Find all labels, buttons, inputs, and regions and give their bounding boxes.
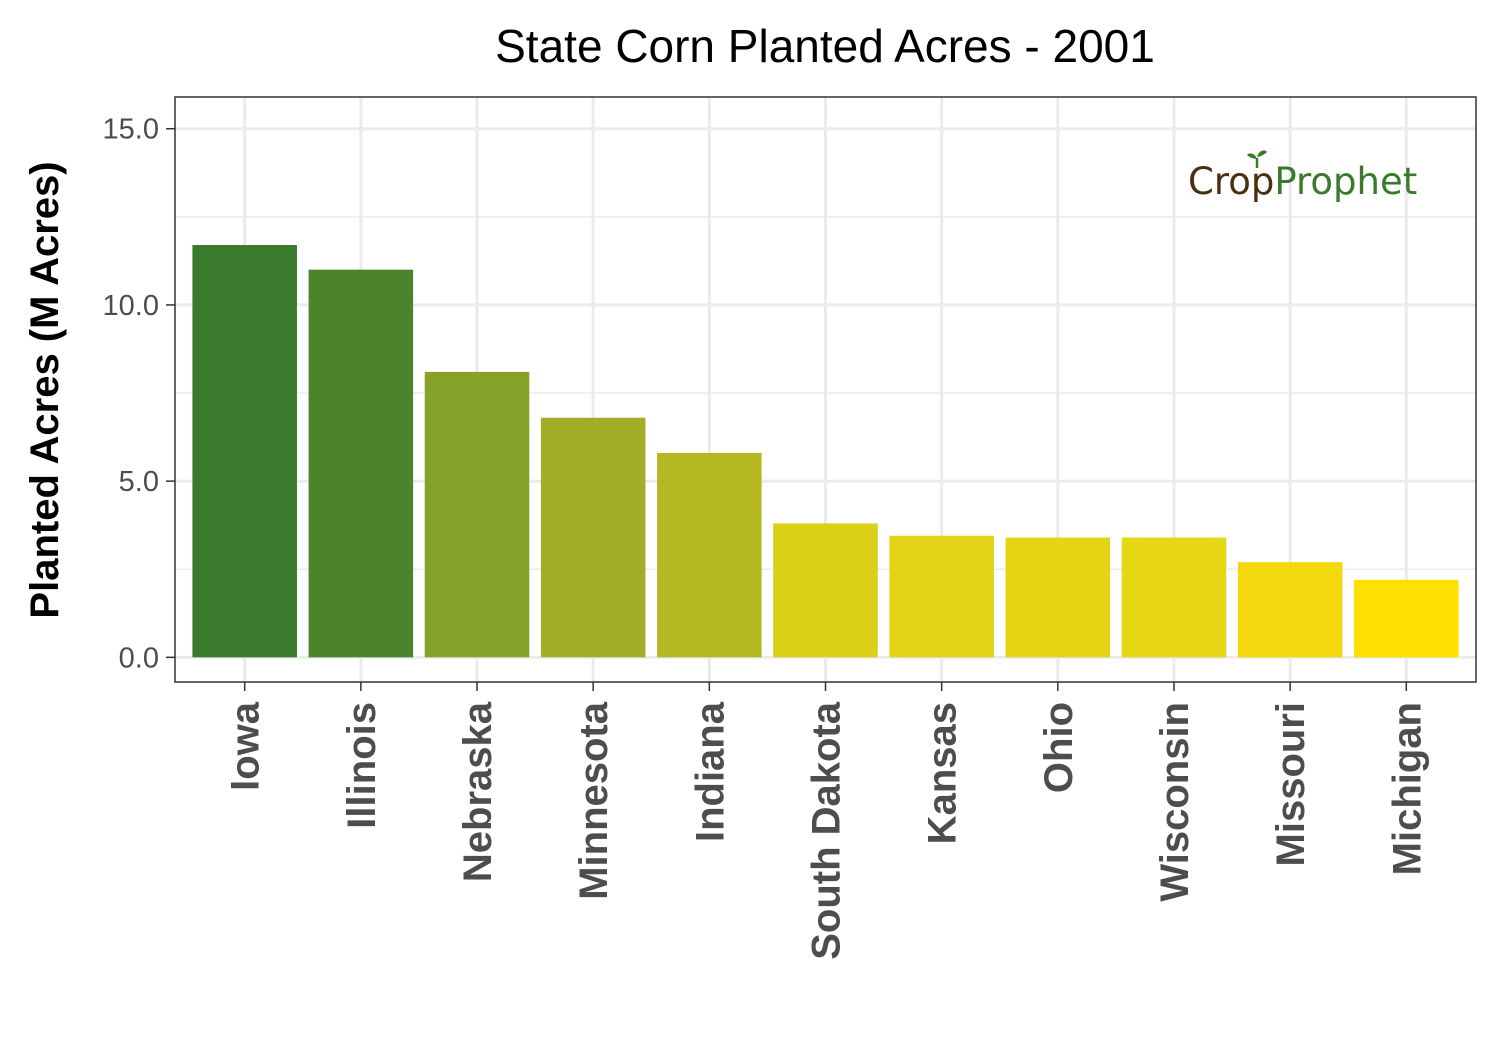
bar-kansas — [889, 535, 994, 658]
x-tick-label: Iowa — [224, 701, 268, 791]
sprout-icon — [1247, 150, 1267, 168]
x-tick-label: Wisconsin — [1153, 702, 1197, 902]
watermark-logo: CropProphet — [1188, 150, 1417, 203]
x-tick-label: Ohio — [1037, 702, 1081, 793]
bar-missouri — [1237, 562, 1343, 658]
x-tick-label: South Dakota — [805, 701, 849, 960]
x-tick-label: Michigan — [1385, 702, 1429, 875]
bar-minnesota — [540, 417, 646, 658]
watermark-part1: Crop — [1188, 160, 1274, 203]
plot-area: 0.0 5.0 10.0 15.0 Iowa Illinois Nebraska Minnes… — [103, 96, 1477, 960]
x-tick-label: Nebraska — [456, 701, 500, 882]
x-tick-label: Indiana — [688, 701, 732, 842]
y-axis-label: Planted Acres (M Acres) — [23, 161, 67, 618]
bar-iowa — [192, 245, 297, 658]
watermark-text: CropProphet — [1188, 160, 1417, 203]
x-tick-label: Illinois — [340, 702, 384, 829]
bar-wisconsin — [1121, 537, 1227, 658]
x-tick-label: Missouri — [1269, 702, 1313, 866]
bar-nebraska — [424, 371, 530, 658]
bar-illinois — [308, 269, 414, 658]
bar-south-dakota — [773, 523, 878, 658]
watermark-part2: Prophet — [1274, 160, 1417, 203]
chart-title: State Corn Planted Acres - 2001 — [495, 20, 1155, 72]
x-tick-label: Minnesota — [572, 701, 616, 900]
y-tick-label: 10.0 — [103, 290, 159, 322]
y-tick-label: 0.0 — [119, 642, 159, 674]
y-tick-label: 5.0 — [119, 466, 159, 498]
bar-indiana — [657, 452, 762, 658]
y-tick-label: 15.0 — [103, 114, 159, 146]
bar-ohio — [1005, 537, 1111, 658]
bar-michigan — [1354, 579, 1459, 658]
x-tick-label: Kansas — [921, 702, 965, 844]
